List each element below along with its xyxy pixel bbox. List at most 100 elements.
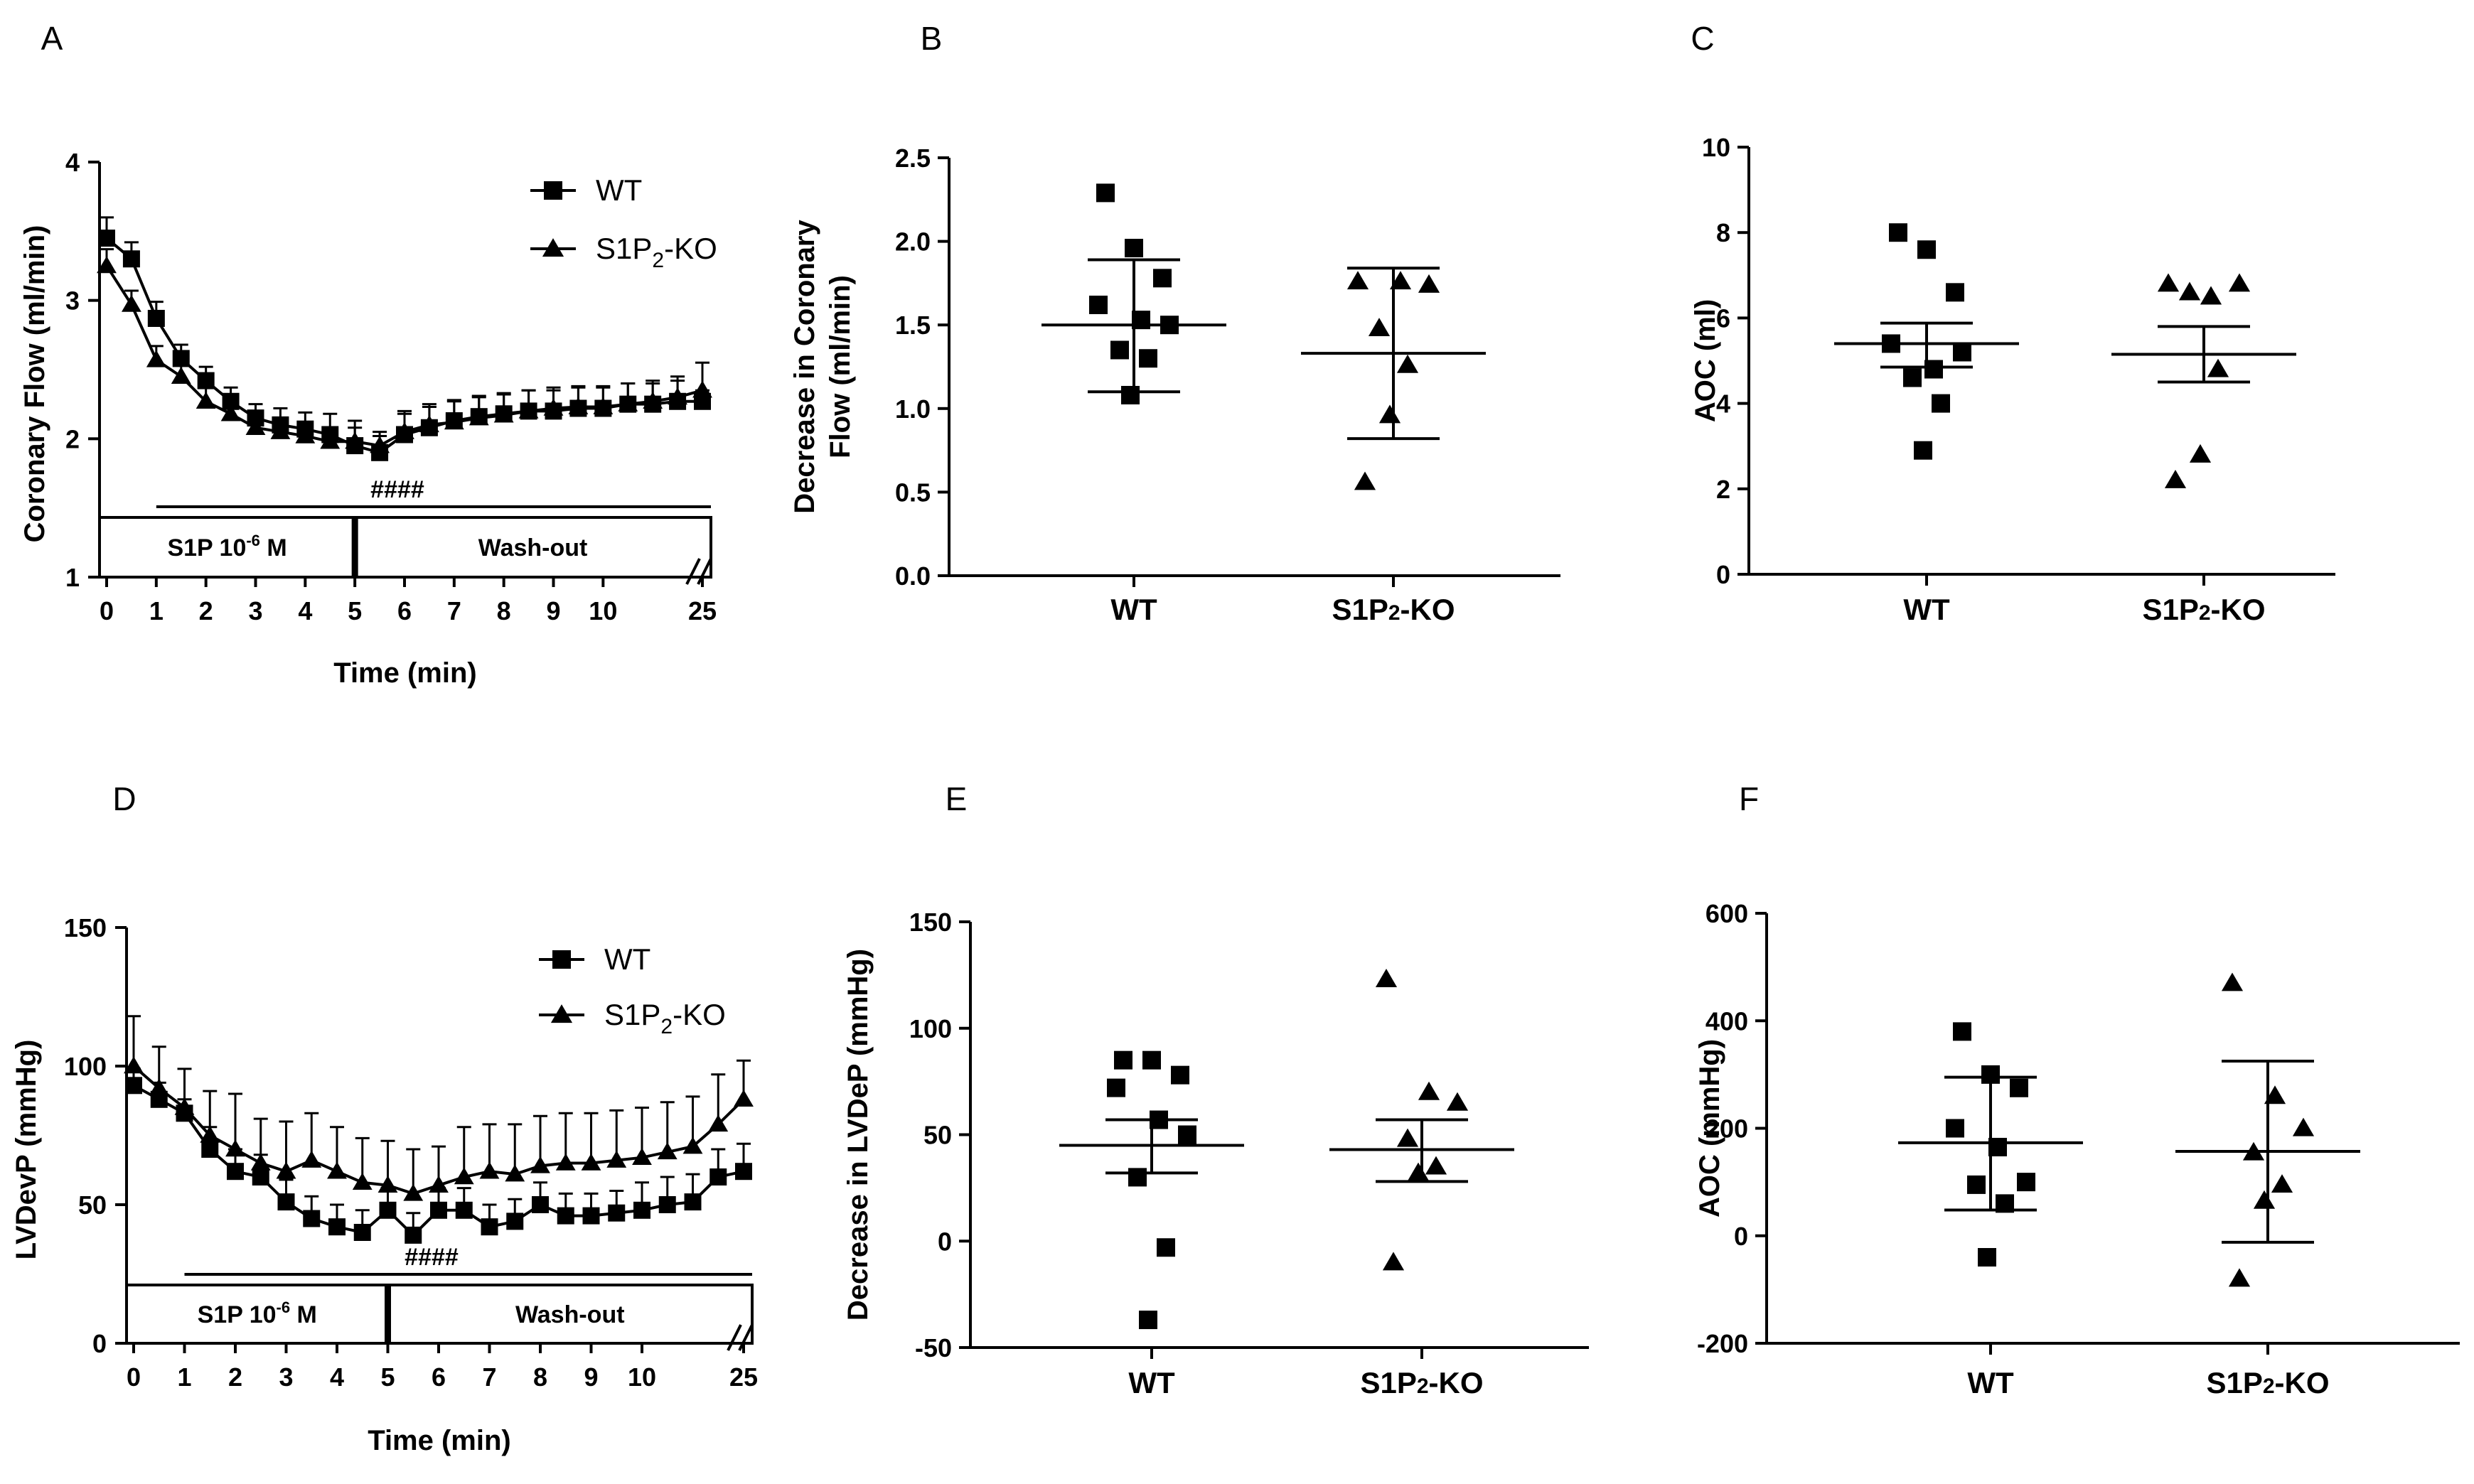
x-tick-label: 25 — [729, 1362, 758, 1392]
data-point — [1903, 368, 1922, 387]
y-tick-label: 10 — [1702, 133, 1730, 162]
data-point — [328, 1218, 346, 1236]
y-tick-label: 50 — [78, 1190, 107, 1220]
data-point — [1346, 271, 1369, 290]
data-point — [122, 250, 140, 268]
data-point — [1917, 240, 1936, 259]
data-point — [543, 398, 564, 416]
data-point — [405, 1226, 422, 1244]
legend-marker — [544, 181, 562, 200]
data-point — [2164, 469, 2187, 488]
data-point — [430, 1201, 447, 1219]
protocol-label-s1p: S1P 10-6 M — [167, 532, 287, 561]
x-tick-label: 7 — [447, 596, 461, 625]
data-point — [1953, 343, 1971, 362]
data-point — [149, 1078, 169, 1096]
y-tick-label: 600 — [1705, 899, 1748, 928]
protocol-label-washout: Wash-out — [515, 1301, 625, 1328]
y-tick-label: 2 — [1716, 475, 1730, 504]
y-tick-label: 1 — [65, 563, 80, 592]
data-point — [147, 309, 165, 327]
data-point — [1096, 183, 1115, 203]
data-point — [379, 1201, 397, 1219]
data-point — [429, 1176, 449, 1193]
y-tick-label: 0 — [1734, 1222, 1748, 1251]
group-triangle — [2111, 273, 2296, 488]
protocol-box — [125, 1284, 754, 1345]
x-tick-label: 8 — [497, 596, 511, 625]
legend-marker — [542, 238, 564, 257]
x-break-icon — [685, 558, 712, 585]
y-tick-label: 0.5 — [895, 478, 931, 507]
data-point — [682, 1136, 703, 1154]
protocol-label-s1p: S1P 10-6 M — [198, 1298, 317, 1328]
data-point — [245, 418, 266, 436]
data-point — [1418, 274, 1440, 293]
data-point — [227, 1163, 244, 1181]
data-point — [1425, 1156, 1447, 1175]
x-tick-label: 3 — [279, 1362, 293, 1392]
x-tick-label: 0 — [100, 596, 114, 625]
data-point — [1153, 269, 1172, 288]
data-point — [1368, 318, 1391, 337]
data-point — [444, 412, 464, 430]
y-axis-title: AOC (ml) — [1690, 299, 1721, 422]
data-point — [124, 1056, 144, 1074]
x-tick-label: 1 — [177, 1362, 191, 1392]
x-tick-label: 5 — [348, 596, 362, 625]
data-point — [734, 1090, 754, 1107]
data-point — [1396, 1128, 1419, 1147]
data-point — [1157, 1238, 1175, 1257]
data-point — [1889, 223, 1907, 242]
data-point — [1981, 1065, 2000, 1084]
data-point — [1114, 1050, 1132, 1070]
data-point — [98, 230, 115, 247]
data-point — [1110, 340, 1129, 360]
data-point — [277, 1193, 295, 1211]
x-axis-title: Time (min) — [333, 657, 477, 689]
data-point — [1171, 1065, 1189, 1085]
y-tick-label: 0 — [1716, 560, 1730, 589]
data-point — [2271, 1174, 2293, 1193]
protocol-label-washout: Wash-out — [478, 534, 588, 561]
data-point — [295, 426, 316, 443]
panel-letter-d: D — [112, 780, 136, 817]
data-point — [2264, 1085, 2286, 1104]
data-point — [1967, 1175, 1986, 1194]
data-point — [633, 1201, 650, 1219]
y-axis-title: Coronary Flow (ml/min) — [19, 225, 50, 543]
data-point — [532, 1196, 549, 1213]
data-point — [377, 1176, 398, 1193]
data-point — [557, 1207, 574, 1225]
protocol-box — [98, 516, 712, 579]
legend-marker — [550, 1004, 573, 1023]
data-point — [668, 387, 688, 405]
chart-d: 0 50 100 150 0 1 2 3 4 5 6 7 8 9 10 25 S1P 10-6 M Wash-ou… — [11, 913, 758, 1456]
data-point — [2200, 286, 2222, 305]
data-point — [1407, 1162, 1430, 1181]
data-point — [1142, 1050, 1161, 1070]
group-square — [1834, 223, 2019, 460]
data-point — [320, 431, 341, 449]
y-tick-label: 50 — [923, 1121, 952, 1150]
panel-letter-c: C — [1691, 20, 1714, 57]
data-point — [709, 1168, 727, 1185]
group-triangle — [1301, 267, 1486, 490]
data-point — [220, 404, 241, 421]
chart-c: 0 2 4 6 8 10 WT S1P2-KO AOC (ml) — [1690, 133, 2335, 626]
data-point — [201, 1141, 219, 1158]
x-tick-label: 5 — [380, 1362, 395, 1392]
data-point — [352, 1173, 373, 1190]
data-point — [481, 1218, 498, 1236]
data-point — [1953, 1022, 1971, 1041]
data-point — [196, 392, 216, 409]
data-point — [692, 380, 712, 398]
data-point — [555, 1153, 576, 1171]
data-point — [632, 1148, 652, 1165]
category-label: WT — [1967, 1366, 2014, 1399]
data-point — [1914, 441, 1932, 460]
x-break-stroke — [727, 1324, 742, 1351]
category-label: WT — [1128, 1366, 1175, 1399]
data-point — [2017, 1173, 2035, 1192]
data-point — [419, 415, 439, 433]
